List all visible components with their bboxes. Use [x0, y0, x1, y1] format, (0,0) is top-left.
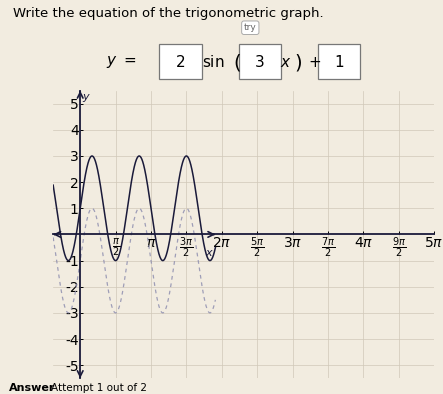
Text: $y\ =$: $y\ =$ — [106, 54, 137, 71]
Text: 1: 1 — [334, 55, 344, 70]
FancyBboxPatch shape — [239, 44, 281, 79]
Text: Answer: Answer — [9, 383, 55, 393]
Text: try: try — [244, 23, 256, 32]
Text: $x$: $x$ — [205, 247, 214, 258]
Text: $)$: $)$ — [294, 52, 302, 73]
Text: Attempt 1 out of 2: Attempt 1 out of 2 — [51, 383, 147, 393]
FancyBboxPatch shape — [159, 44, 202, 79]
Text: $x$: $x$ — [280, 55, 292, 70]
Text: Write the equation of the trigonometric graph.: Write the equation of the trigonometric … — [13, 7, 324, 20]
Text: 2: 2 — [175, 55, 185, 70]
Text: $\mathrm{sin}$: $\mathrm{sin}$ — [202, 54, 224, 71]
Text: $y$: $y$ — [82, 92, 91, 104]
Text: $+$: $+$ — [308, 55, 322, 70]
Text: 3: 3 — [255, 55, 264, 70]
Text: $($: $($ — [233, 52, 241, 73]
FancyBboxPatch shape — [318, 44, 360, 79]
